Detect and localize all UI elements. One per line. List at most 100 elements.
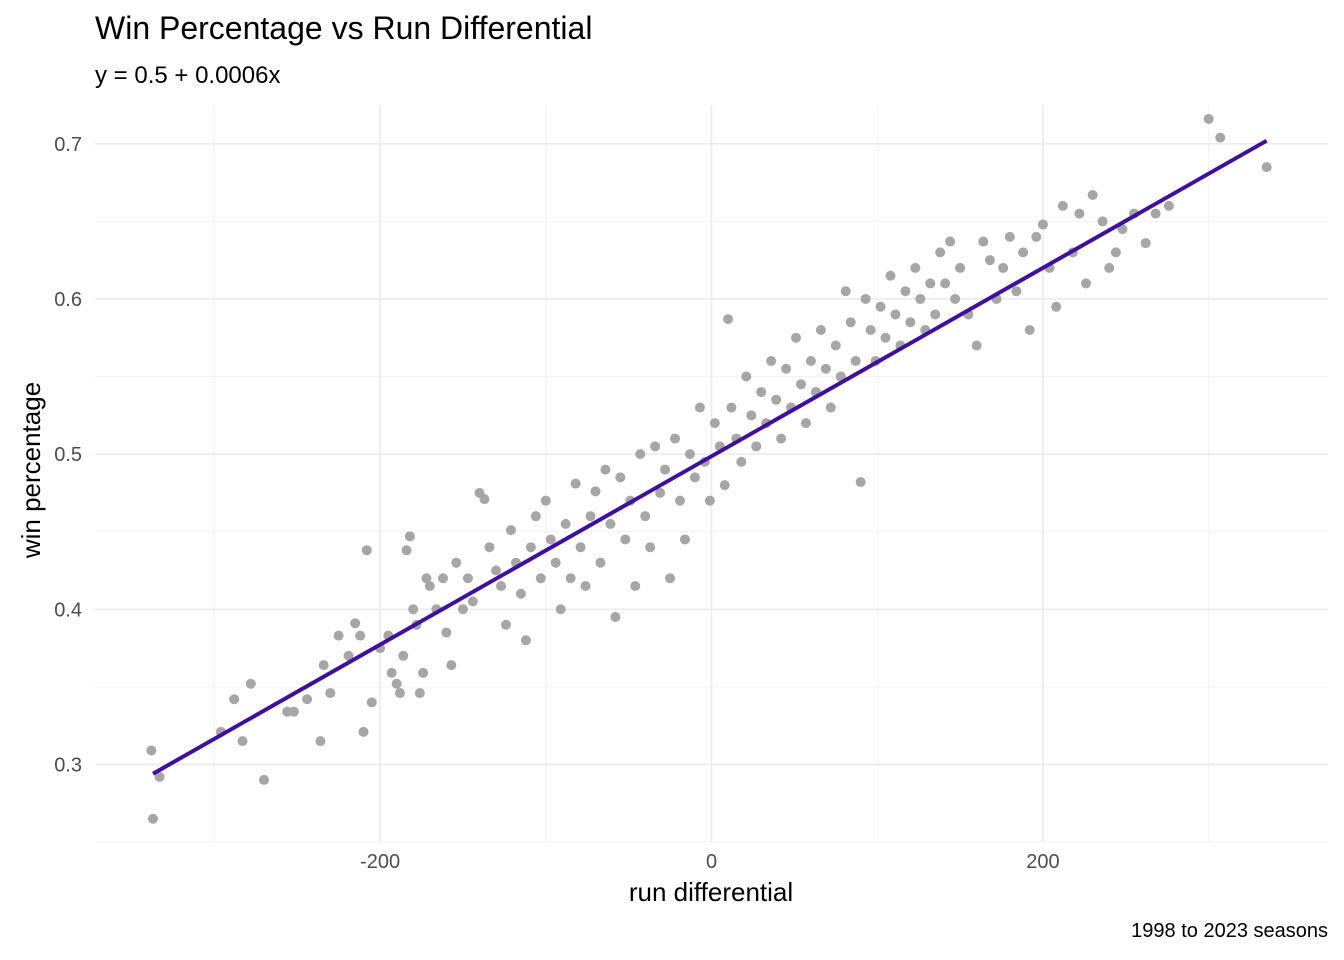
- data-point: [978, 236, 989, 247]
- data-point: [398, 650, 409, 661]
- data-point: [640, 511, 651, 522]
- data-point: [530, 511, 541, 522]
- data-point: [741, 371, 752, 382]
- data-point: [771, 394, 782, 405]
- data-point: [318, 660, 329, 671]
- x-tick-label: 0: [706, 851, 717, 873]
- data-point: [675, 495, 686, 506]
- x-tick-label: 200: [1026, 851, 1059, 873]
- data-point: [795, 379, 806, 390]
- data-point: [900, 286, 911, 297]
- data-point: [391, 678, 402, 689]
- data-point: [1261, 162, 1272, 173]
- data-point: [545, 534, 556, 545]
- data-point: [575, 542, 586, 553]
- y-tick-label: 0.3: [54, 754, 82, 776]
- data-point: [457, 604, 468, 615]
- data-point: [736, 456, 747, 467]
- data-point: [984, 255, 995, 266]
- data-point: [146, 745, 157, 756]
- data-point: [1024, 324, 1035, 335]
- data-point: [366, 697, 377, 708]
- data-point: [491, 565, 502, 576]
- data-point: [719, 480, 730, 491]
- data-point: [605, 518, 616, 529]
- data-point: [1057, 200, 1068, 211]
- data-point: [1051, 301, 1062, 312]
- data-point: [424, 580, 435, 591]
- data-point: [865, 324, 876, 335]
- data-point: [315, 736, 326, 747]
- data-point: [408, 604, 419, 615]
- data-point: [394, 688, 405, 699]
- data-point: [615, 472, 626, 483]
- x-tick-label: -200: [360, 851, 400, 873]
- data-point: [302, 694, 313, 705]
- data-point: [259, 774, 270, 785]
- data-point: [1087, 189, 1098, 200]
- gridlines: [95, 105, 1328, 843]
- data-point: [930, 309, 941, 320]
- y-axis-title: win percentage: [16, 382, 46, 559]
- data-point: [550, 557, 561, 568]
- data-point: [361, 545, 372, 556]
- chart-caption: 1998 to 2023 seasons: [1131, 920, 1328, 942]
- data-point: [540, 495, 551, 506]
- data-point: [885, 270, 896, 281]
- data-point: [840, 286, 851, 297]
- tick-labels: -200 0 200 0.3 0.4 0.5 0.6 0.7: [54, 134, 1059, 873]
- y-tick-label: 0.7: [54, 134, 82, 156]
- data-point: [496, 580, 507, 591]
- data-point: [650, 441, 661, 452]
- data-point: [1150, 208, 1161, 219]
- data-point: [925, 278, 936, 289]
- data-point: [830, 340, 841, 351]
- data-point: [333, 630, 344, 641]
- data-point: [766, 356, 777, 367]
- data-point: [998, 262, 1009, 273]
- data-point: [484, 542, 495, 553]
- data-point: [955, 262, 966, 273]
- data-point: [245, 678, 256, 689]
- data-point: [723, 314, 734, 325]
- data-point: [467, 596, 478, 607]
- data-point: [756, 387, 767, 398]
- data-point: [600, 464, 611, 475]
- data-point: [751, 441, 762, 452]
- data-point: [620, 534, 631, 545]
- data-point: [1117, 224, 1128, 235]
- data-point: [525, 542, 536, 553]
- data-point: [438, 573, 449, 584]
- regression-line-group: [152, 138, 1268, 776]
- data-point: [915, 293, 926, 304]
- data-point: [154, 771, 165, 782]
- data-point: [560, 518, 571, 529]
- data-point: [229, 694, 240, 705]
- data-point: [590, 486, 601, 497]
- data-point: [825, 402, 836, 413]
- data-point: [343, 650, 354, 661]
- data-point: [237, 736, 248, 747]
- data-point: [800, 418, 811, 429]
- data-point: [1104, 262, 1115, 273]
- data-point: [1031, 231, 1042, 242]
- data-point: [845, 317, 856, 328]
- x-axis-title: run differential: [629, 877, 793, 907]
- data-point: [684, 449, 695, 460]
- data-point: [386, 667, 397, 678]
- data-point: [850, 356, 861, 367]
- data-point: [148, 813, 159, 824]
- data-point: [791, 332, 802, 343]
- chart-title: Win Percentage vs Run Differential: [95, 10, 593, 46]
- data-point: [905, 317, 916, 328]
- data-point: [815, 324, 826, 335]
- data-point: [855, 477, 866, 488]
- data-point: [1163, 200, 1174, 211]
- data-point: [1081, 278, 1092, 289]
- data-point: [940, 278, 951, 289]
- data-point: [288, 706, 299, 717]
- data-point: [515, 588, 526, 599]
- data-point: [1215, 132, 1226, 143]
- data-point: [1140, 238, 1151, 249]
